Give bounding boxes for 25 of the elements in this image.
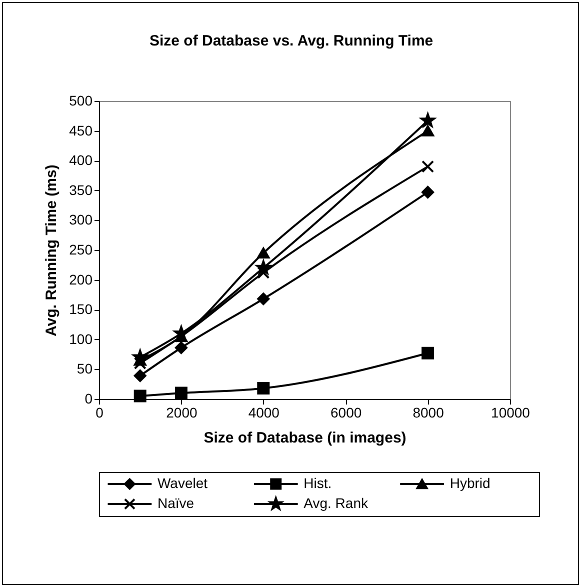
y-tick-label: 350: [69, 182, 93, 198]
y-tick-label: 250: [69, 242, 93, 258]
legend-label: Wavelet: [157, 475, 208, 491]
x-tick-label: 2000: [166, 404, 198, 420]
legend-label: Naïve: [157, 495, 194, 511]
x-tick-label: 0: [96, 404, 104, 420]
legend-label: Avg. Rank: [304, 495, 369, 511]
y-tick-label: 100: [69, 330, 93, 347]
y-tick-label: 500: [69, 92, 93, 108]
y-tick-label: 400: [69, 152, 93, 168]
x-tick-label: 4000: [248, 404, 280, 420]
legend-label: Hist.: [304, 475, 332, 491]
y-tick-label: 300: [69, 212, 93, 228]
x-tick-label: 8000: [412, 404, 444, 420]
x-tick-label: 10000: [491, 404, 530, 420]
x-tick-label: 6000: [330, 404, 362, 420]
y-tick-label: 50: [76, 360, 93, 377]
legend-label: Hybrid: [450, 475, 490, 491]
y-tick-label: 450: [69, 122, 93, 138]
y-tick-label: 0: [84, 390, 93, 406]
y-tick-label: 150: [69, 301, 93, 318]
y-axis-title: Avg. Running Time (ms): [43, 164, 60, 336]
x-axis-title: Size of Database (in images): [204, 430, 406, 446]
y-tick-label: 200: [69, 271, 93, 288]
chart-title: Size of Database vs. Avg. Running Time: [149, 32, 434, 50]
